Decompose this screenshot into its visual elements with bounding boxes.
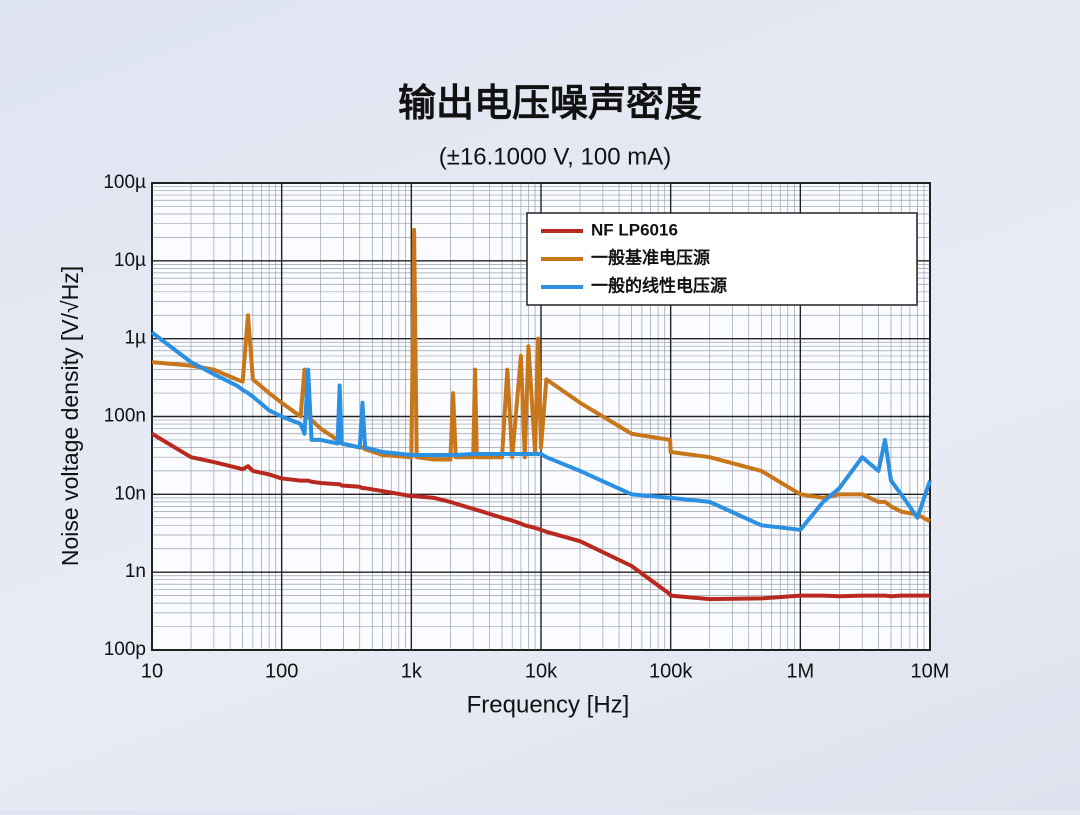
chart-subtitle: (±16.1000 V, 100 mA) [439, 143, 671, 170]
y-tick-label: 100p [104, 639, 146, 660]
chart-title: 输出电压噪声密度 [398, 83, 702, 125]
y-tick-label: 10n [114, 483, 146, 504]
y-tick-label: 100µ [103, 172, 146, 193]
legend-box [526, 212, 918, 306]
y-axis-label: Noise voltage density [V/√Hz] [57, 266, 83, 566]
x-tick-label: 10k [525, 660, 558, 682]
y-tick-label: 1µ [124, 328, 146, 349]
y-tick-label: 1n [125, 561, 146, 582]
x-tick-label: 10M [911, 660, 950, 682]
x-axis-label: Frequency [Hz] [467, 691, 630, 718]
x-tick-label: 100 [265, 660, 298, 682]
y-tick-label: 10µ [114, 250, 146, 271]
x-tick-label: 1k [401, 660, 423, 682]
legend-label: 一般基准电压源 [591, 247, 710, 267]
series-line [150, 330, 932, 532]
x-tick-label: 1M [786, 660, 814, 682]
x-tick-label: 100k [649, 660, 693, 682]
legend-label: NF LP6016 [591, 220, 678, 239]
series-line [150, 432, 930, 602]
legend-label: 一般的线性电压源 [591, 275, 727, 295]
series-line [151, 227, 931, 524]
x-tick-label: 10 [141, 660, 163, 682]
y-tick-label: 100n [104, 406, 146, 427]
